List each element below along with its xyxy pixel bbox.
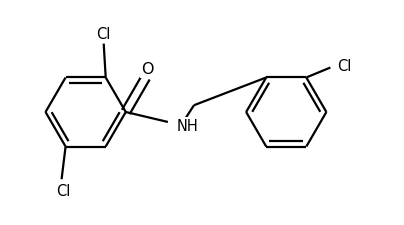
Text: Cl: Cl <box>57 183 71 198</box>
Text: Cl: Cl <box>338 59 352 74</box>
Text: Cl: Cl <box>97 27 111 42</box>
Text: O: O <box>141 62 154 77</box>
Text: NH: NH <box>177 119 198 134</box>
